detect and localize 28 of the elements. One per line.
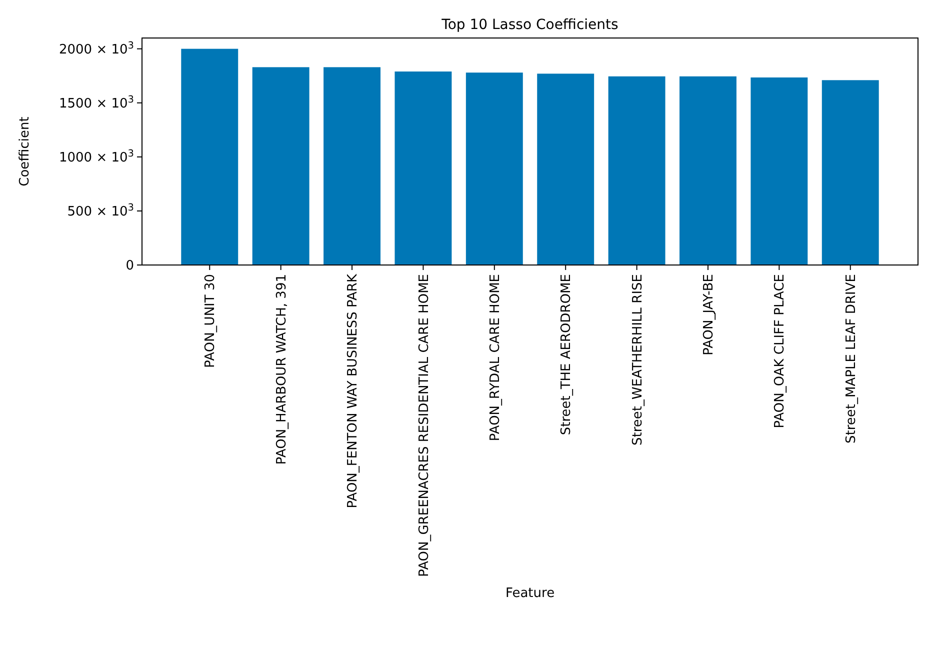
bar	[181, 48, 238, 265]
bar	[324, 67, 380, 265]
bar	[537, 74, 594, 265]
x-tick-label: PAON_GREENACRES RESIDENTIAL CARE HOME	[416, 274, 432, 577]
x-tick-label: PAON_HARBOUR WATCH, 391	[274, 274, 290, 465]
x-tick-label: PAON_RYDAL CARE HOME	[488, 274, 503, 442]
x-axis-title: Feature	[505, 586, 555, 601]
x-tick-label: Street_MAPLE LEAF DRIVE	[844, 274, 859, 444]
bar	[750, 77, 808, 265]
bar	[394, 72, 452, 265]
bar	[252, 67, 310, 265]
chart-title: Top 10 Lasso Coefficients	[440, 17, 618, 33]
bar	[608, 76, 666, 265]
bar	[680, 76, 736, 265]
y-tick-label: 2000 × 10$^{3}$	[58, 40, 134, 58]
x-tick-label: Street_THE AERODROME	[559, 274, 574, 436]
bar	[822, 80, 879, 265]
y-axis-title: Coefficient	[18, 116, 33, 186]
x-tick-label: PAON_UNIT 30	[203, 274, 218, 368]
bar	[466, 72, 523, 265]
x-tick-label: Street_WEATHERHILL RISE	[630, 274, 646, 446]
x-tick-label: PAON_FENTON WAY BUSINESS PARK	[346, 274, 361, 508]
x-tick-label: PAON_OAK CLIFF PLACE	[772, 274, 788, 428]
x-tick-label: PAON_JAY-BE	[702, 274, 717, 356]
y-tick-label: 0	[126, 258, 134, 274]
y-tick-label: 1000 × 10$^{3}$	[58, 148, 134, 166]
y-tick-label: 1500 × 10$^{3}$	[58, 94, 134, 112]
y-tick-label: 500 × 10$^{3}$	[67, 202, 134, 220]
